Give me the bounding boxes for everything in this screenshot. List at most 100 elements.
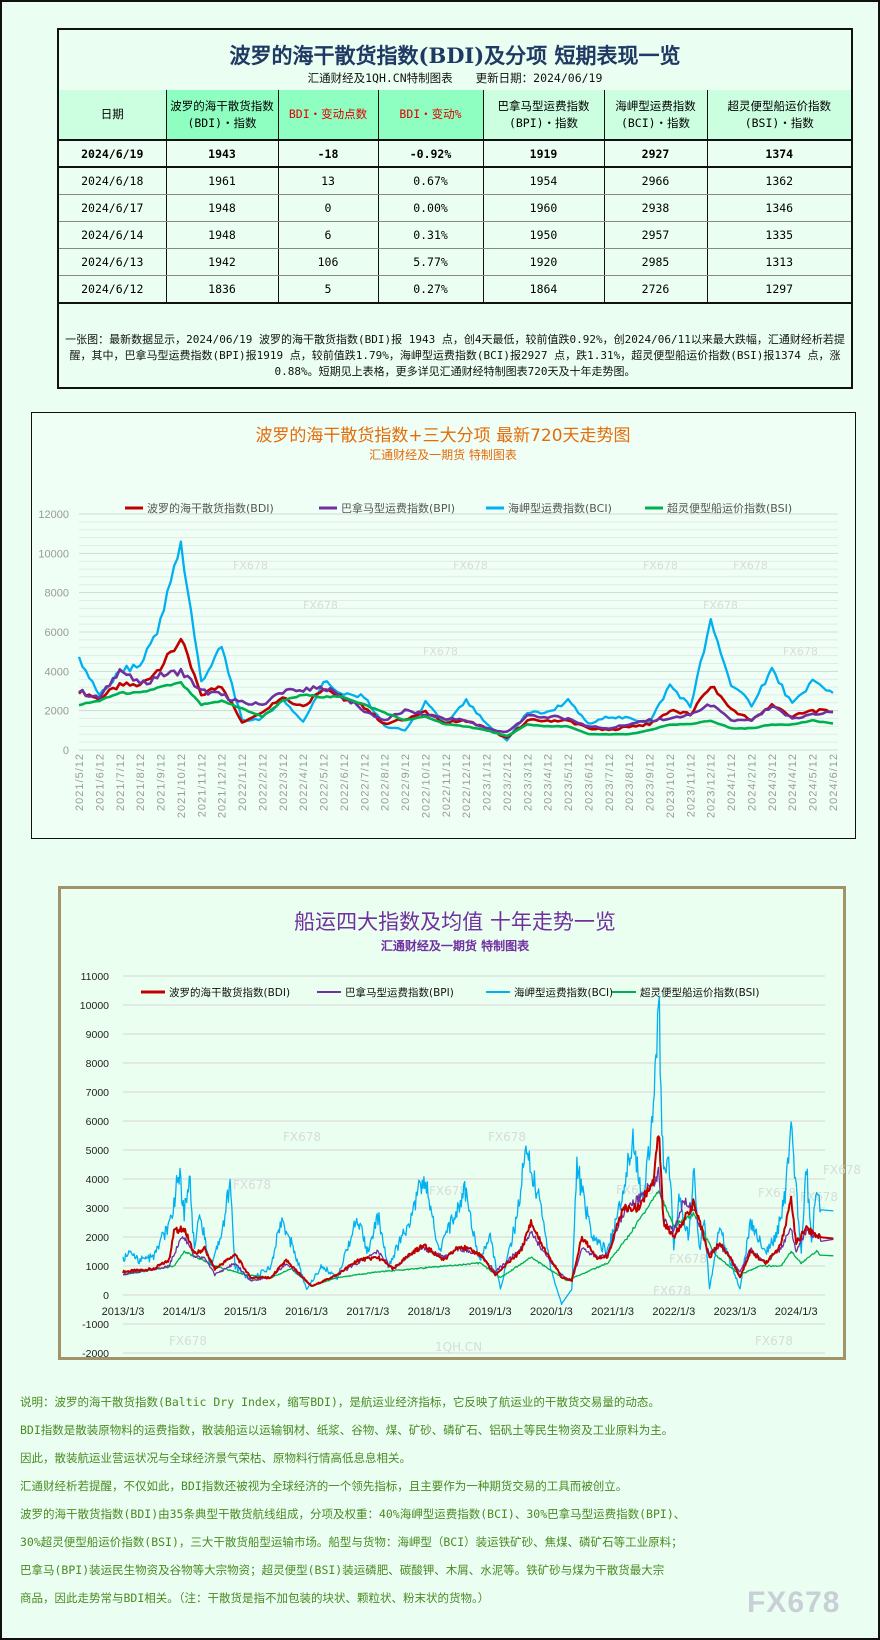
x-tick-label: 2023/6/12	[583, 753, 595, 811]
y-tick-label: 2000	[45, 706, 69, 718]
y-tick-label: 4000	[86, 1174, 110, 1186]
table-cell: 0	[278, 194, 379, 222]
legend-label-bci: 海岬型运费指数(BCI)	[508, 501, 612, 515]
table-cell: 2024/6/19	[59, 140, 167, 168]
table-cell: 2966	[604, 167, 708, 195]
series-line-bpi	[78, 667, 834, 734]
fx678-watermark: FX678	[169, 1334, 207, 1348]
y-tick-label: 6000	[45, 627, 69, 639]
x-tick-label: 2024/2/12	[746, 753, 758, 811]
x-tick-label: 2017/1/3	[346, 1306, 389, 1318]
fx678-watermark: FX678	[733, 559, 768, 572]
table-row: 2024/6/14 1948 6 0.31% 1950 2957 1335	[59, 221, 851, 249]
y-tick-label: 8000	[45, 588, 69, 600]
table-cell: 2024/6/18	[59, 167, 167, 195]
table-cell: 1920	[483, 248, 605, 276]
column-header: 海岬型运费指数 (BCI)・指数	[604, 90, 708, 141]
fx678-watermark: FX678	[643, 559, 678, 572]
chart-720-day: 0 2000 4000 6000 8000 10000 12000 2021/5/12 2021…	[31, 412, 856, 839]
y-tick-label: 0	[63, 745, 69, 757]
x-tick-label: 2020/1/3	[530, 1306, 573, 1318]
table-cell: 1948	[166, 221, 279, 249]
fx678-watermark: FX678	[823, 1163, 861, 1177]
x-tick-label: 2021/9/12	[156, 753, 168, 811]
x-tick-label: 2022/3/12	[278, 753, 290, 811]
column-header: 巴拿马型运费指数 (BPI)・指数	[483, 90, 605, 141]
y-tick-label: 11000	[81, 971, 110, 983]
x-tick-label: 2022/8/12	[380, 753, 392, 811]
fx678-watermark: FX678	[488, 1130, 526, 1144]
fx678-watermark: FX678	[303, 599, 338, 612]
table-cell: 1836	[166, 275, 279, 303]
legend-label-bdi: 波罗的海干散货指数(BDI)	[147, 501, 274, 515]
table-cell: 1297	[707, 275, 851, 303]
legend-label-bsi: 超灵便型船运价指数(BSI)	[667, 501, 792, 515]
x-tick-label: 2022/9/12	[400, 753, 412, 811]
header-line: (BPI)・指数	[508, 115, 579, 130]
y-tick-label: 10000	[38, 548, 69, 560]
table-cell: 0.00%	[378, 194, 484, 222]
summary-table-panel: 波罗的海干散货指数(BDI)及分项 短期表现一览 汇通财经及1QH.CN特制图表…	[57, 28, 853, 389]
column-header: BDI・变动%	[378, 90, 484, 141]
series-line-bsi	[122, 1190, 834, 1287]
note-line: 巴拿马(BPI)装运民生物资及谷物等大宗物资；超灵便型(BSI)装运磷肥、碳酸钾…	[20, 1563, 665, 1577]
x-tick-label: 2023/1/12	[482, 753, 494, 811]
x-tick-label: 2021/11/12	[196, 753, 208, 817]
fx678-watermark: FX678	[703, 599, 738, 612]
chart-720-day-svg: 0 2000 4000 6000 8000 10000 12000 2021/5/12 2021…	[38, 426, 840, 818]
x-tick-label: 2023/2/12	[502, 753, 514, 811]
table-row: 2024/6/17 1948 0 0.00% 1960 2938 1346	[59, 194, 851, 222]
header-line: 海岬型运费指数	[615, 98, 696, 113]
table-cell: 0.27%	[378, 275, 484, 303]
x-tick-label: 2021/1/3	[591, 1306, 634, 1318]
fx678-watermark: FX678	[233, 559, 268, 572]
table-cell: 1961	[166, 167, 279, 195]
table-cell: 1960	[483, 194, 605, 222]
legend-label-bpi: 巴拿马型运费指数(BPI)	[341, 501, 455, 515]
x-tick-label: 2013/1/3	[102, 1306, 145, 1318]
x-tick-label: 2023/5/12	[563, 753, 575, 811]
table-cell: 13	[278, 167, 379, 195]
table-cell: 1346	[707, 194, 851, 222]
x-tick-label: 2021/8/12	[135, 753, 147, 811]
table-row: 2024/6/18 1961 13 0.67% 1954 2966 1362	[59, 167, 851, 195]
1qh-watermark: 1QH.CN	[435, 1340, 482, 1354]
note-line: BDI指数是散装原物料的运费指数，散装船运以运输钢材、纸浆、谷物、煤、矿砂、磷矿…	[20, 1423, 674, 1437]
x-tick-label: 2024/3/12	[767, 753, 779, 811]
x-tick-label: 2021/10/12	[176, 753, 188, 818]
x-tick-label: 2023/9/12	[645, 753, 657, 811]
table-subtitle: 汇通财经及1QH.CN特制图表 更新日期：2024/06/19	[307, 71, 603, 85]
x-tick-label: 2023/1/3	[714, 1306, 757, 1318]
column-header: 波罗的海干散货指数 (BDI)・指数	[166, 90, 279, 141]
note-line: 商品，因此走势常与BDI相关。（注：干散货是指不加包装的块状、颗粒状、粉末状的货…	[20, 1591, 490, 1605]
summary-note: 一张图：最新数据显示，2024/06/19 波罗的海干散货指数(BDI)报 19…	[59, 302, 851, 387]
table-cell: 5.77%	[378, 248, 484, 276]
table-cell: 1864	[483, 275, 605, 303]
x-tick-label: 2016/1/3	[285, 1306, 328, 1318]
fx678-watermark: FX678	[653, 1284, 691, 1298]
x-tick-label: 2024/4/12	[787, 753, 799, 811]
header-line: (BCI)・指数	[620, 115, 691, 130]
x-tick-label: 2021/6/12	[94, 753, 106, 811]
x-tick-label: 2022/4/12	[298, 753, 310, 811]
table-row: 2024/6/19 1943 -18 -0.92% 1919 2927 1374	[59, 140, 851, 168]
fx678-watermark-logo: FX678	[747, 1586, 841, 1619]
header-line: 日期	[100, 107, 124, 121]
x-tick-label: 2024/6/12	[828, 753, 840, 811]
x-tick-label: 2022/7/12	[359, 753, 371, 811]
x-tick-label: 2022/12/12	[461, 753, 473, 818]
x-tick-label: 2018/1/3	[408, 1306, 451, 1318]
y-tick-label: 6000	[86, 1116, 110, 1128]
x-tick-label: 2024/5/12	[808, 753, 820, 811]
x-tick-label: 2023/4/12	[543, 753, 555, 811]
table-cell: 1950	[483, 221, 605, 249]
y-tick-label: 1000	[86, 1261, 110, 1273]
x-tick-label: 2021/12/12	[217, 753, 229, 818]
table-cell: 1362	[707, 167, 851, 195]
x-tick-label: 2024/1/12	[726, 753, 738, 811]
note-line: 汇通财经析若提醒，不仅如此，BDI指数还被视为全球经济的一个领先指标，且主要作为…	[20, 1479, 628, 1493]
note-line: 说明：波罗的海干散货指数(Baltic Dry Index，缩写BDI)，是航运…	[20, 1395, 660, 1409]
table-cell: 0.31%	[378, 221, 484, 249]
x-tick-label: 2022/6/12	[339, 753, 351, 811]
chart-title: 波罗的海干散货指数+三大分项 最新720天走势图	[255, 426, 630, 446]
